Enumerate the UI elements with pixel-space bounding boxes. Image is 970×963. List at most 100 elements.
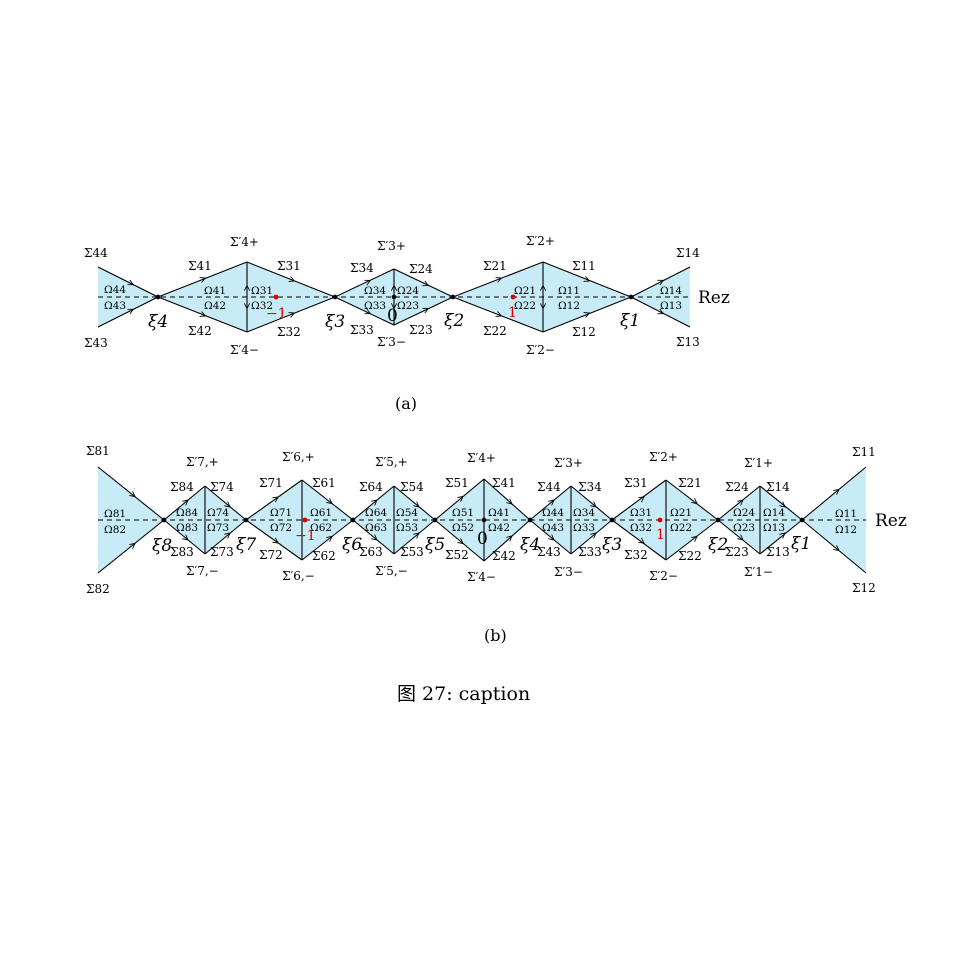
- xi-label: ξ3: [325, 312, 345, 332]
- sigma-label: Σ42: [188, 324, 212, 338]
- xi-node: [450, 294, 456, 300]
- omega-label: Ω83: [176, 522, 198, 534]
- sigma-label: Σ14: [766, 480, 790, 494]
- omega-label: Ω61: [310, 507, 332, 519]
- omega-label: Ω14: [763, 507, 785, 519]
- sigma-label: Σ51: [445, 476, 469, 490]
- sigma-prime-label: Σ′2+: [526, 234, 555, 248]
- sigma-prime-label: Σ′7,−: [186, 564, 219, 578]
- sigma-prime-label: Σ′3+: [554, 456, 583, 470]
- sigma-label: Σ42: [492, 549, 516, 563]
- sigma-label: Σ11: [572, 259, 596, 273]
- omega-label: Ω31: [630, 507, 652, 519]
- sigma-label: Σ33: [578, 545, 602, 559]
- sigma-label: Σ23: [409, 323, 433, 337]
- omega-label: Ω42: [204, 300, 226, 312]
- omega-label: Ω52: [452, 522, 474, 534]
- sigma-label: Σ21: [483, 259, 507, 273]
- sigma-label: Σ52: [445, 548, 469, 562]
- omega-label: Ω24: [733, 507, 755, 519]
- point-minus-one-label: −1: [266, 306, 287, 322]
- omega-label: Ω11: [835, 508, 857, 520]
- sigma-label: Σ32: [624, 548, 648, 562]
- sigma-label: Σ54: [400, 480, 424, 494]
- point-minus-one-label: −1: [295, 528, 316, 544]
- omega-label: Ω84: [176, 507, 198, 519]
- sigma-label: Σ34: [350, 261, 374, 275]
- omega-label: Ω31: [251, 285, 273, 297]
- omega-label: Ω14: [660, 285, 682, 297]
- xi-node: [609, 517, 615, 523]
- sigma-label: Σ43: [84, 336, 108, 350]
- sigma-label: Σ74: [210, 480, 234, 494]
- point-one-label: 1: [508, 305, 517, 321]
- xi-node: [527, 517, 533, 523]
- sigma-label: Σ24: [409, 262, 433, 276]
- sigma-label: Σ81: [86, 444, 110, 458]
- xi-node: [243, 517, 249, 523]
- omega-label: Ω42: [488, 522, 510, 534]
- sigma-prime-label: Σ′1+: [744, 456, 773, 470]
- sigma-label: Σ64: [359, 480, 383, 494]
- sigma-prime-label: Σ′4−: [467, 570, 496, 584]
- omega-label: Ω62: [310, 522, 332, 534]
- omega-label: Ω24: [397, 285, 419, 297]
- sigma-label: Σ23: [725, 545, 749, 559]
- omega-label: Ω32: [251, 300, 273, 312]
- sigma-label: Σ44: [537, 480, 561, 494]
- omega-label: Ω13: [660, 300, 682, 312]
- omega-label: Ω32: [630, 522, 652, 534]
- omega-label: Ω54: [396, 507, 418, 519]
- xi-node: [628, 294, 634, 300]
- sigma-label: Σ13: [676, 335, 700, 349]
- sigma-label: Σ53: [400, 545, 424, 559]
- sigma-label: Σ31: [624, 476, 648, 490]
- diagram-b-labels: Σ81 Σ82 Σ11 Σ12 Σ84 Σ83 Σ74 Σ73 Σ71 Σ72 …: [86, 444, 907, 645]
- figure-caption: 图 27: caption: [397, 683, 530, 705]
- omega-label: Ω72: [270, 522, 292, 534]
- sigma-prime-label: Σ′2+: [649, 450, 678, 464]
- omega-label: Ω43: [542, 522, 564, 534]
- sigma-label: Σ41: [492, 476, 516, 490]
- omega-label: Ω23: [397, 300, 419, 312]
- omega-label: Ω22: [670, 522, 692, 534]
- xi-node: [350, 517, 356, 523]
- point-one-label: 1: [656, 527, 665, 543]
- sigma-prime-label: Σ′7,+: [186, 455, 219, 469]
- sigma-label: Σ22: [678, 549, 702, 563]
- omega-label: Ω44: [104, 284, 126, 296]
- point-minus-one-dot: [302, 517, 308, 523]
- sigma-label: Σ12: [572, 325, 596, 339]
- point-zero-label: 0: [477, 529, 488, 549]
- omega-label: Ω41: [204, 285, 226, 297]
- omega-label: Ω51: [452, 507, 474, 519]
- xi-node: [332, 294, 338, 300]
- omega-label: Ω12: [835, 524, 857, 536]
- point-one-dot: [657, 517, 663, 523]
- sigma-label: Σ24: [725, 480, 749, 494]
- sigma-label: Σ43: [537, 545, 561, 559]
- sigma-label: Σ63: [359, 545, 383, 559]
- point-minus-one-dot: [273, 294, 279, 300]
- sigma-label: Σ72: [259, 548, 283, 562]
- omega-label: Ω73: [207, 522, 229, 534]
- sigma-prime-label: Σ′3+: [377, 239, 406, 253]
- xi-label: ξ1: [620, 311, 640, 331]
- sublabel-a: (a): [395, 394, 417, 413]
- omega-label: Ω33: [364, 300, 386, 312]
- omega-label: Ω21: [514, 285, 536, 297]
- omega-label: Ω74: [207, 507, 229, 519]
- omega-label: Ω22: [514, 300, 536, 312]
- sublabel-b: (b): [484, 626, 507, 645]
- omega-label: Ω82: [104, 524, 126, 536]
- diagram-b: [97, 466, 867, 574]
- xi-label: ξ4: [148, 312, 168, 332]
- sigma-label: Σ21: [678, 476, 702, 490]
- point-zero-label: 0: [387, 306, 398, 326]
- xi-label: ξ6: [342, 535, 362, 555]
- sigma-label: Σ31: [277, 259, 301, 273]
- sigma-label: Σ73: [210, 545, 234, 559]
- sigma-prime-label: Σ′6,−: [282, 569, 315, 583]
- xi-label: ξ2: [444, 311, 464, 331]
